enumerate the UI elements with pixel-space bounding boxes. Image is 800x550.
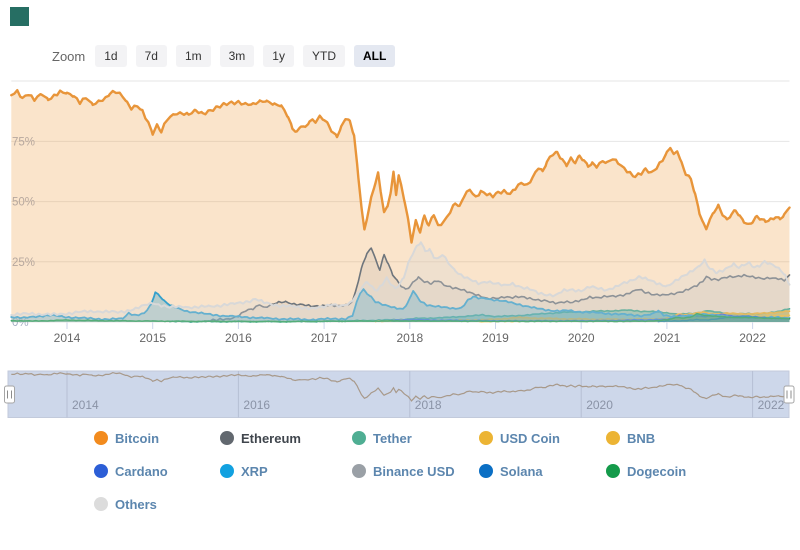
xrp-dot-icon <box>220 464 234 478</box>
legend-item-xrp[interactable]: XRP <box>220 459 352 483</box>
bnb-dot-icon <box>606 431 620 445</box>
y-tick-label: 50% <box>12 197 35 209</box>
range-button-1d[interactable]: 1d <box>95 45 127 67</box>
y-tick-label: 75% <box>12 136 35 148</box>
series-area-xrp <box>11 289 790 322</box>
legend-label: Solana <box>500 463 543 479</box>
binance-usd-dot-icon <box>352 464 366 478</box>
solana-dot-icon <box>479 464 493 478</box>
navigator: 2014 2016 2018 2020 2022 <box>4 370 795 418</box>
legend-row: Cardano XRP Binance USD Solana Dogecoin <box>94 459 754 483</box>
series-line-xrp <box>10 288 791 322</box>
navigator-year-label: 2018 <box>415 398 442 412</box>
x-tick-label: 2016 <box>225 331 252 345</box>
range-button-3m[interactable]: 3m <box>219 45 255 67</box>
zoom-range-toolbar: Zoom 1d 7d 1m 3m 1y YTD ALL <box>52 45 396 67</box>
others-dot-icon <box>94 497 108 511</box>
x-axis: 2014 2015 2016 2017 2018 2019 2020 2021 2022 <box>54 322 766 345</box>
series-area-others <box>11 242 790 322</box>
legend-item-binance-usd[interactable]: Binance USD <box>352 459 479 483</box>
cardano-dot-icon <box>94 464 108 478</box>
y-tick-label: 0% <box>12 317 29 329</box>
x-tick-label: 2021 <box>654 331 681 345</box>
x-tick-label: 2019 <box>482 331 509 345</box>
navigator-handle-right[interactable] <box>783 385 795 404</box>
legend-label: Dogecoin <box>627 463 687 479</box>
legend-label: Ethereum <box>241 430 301 446</box>
x-tick-label: 2015 <box>139 331 166 345</box>
legend-label: Cardano <box>115 463 168 479</box>
legend-label: Others <box>115 496 157 512</box>
series-line-bitcoin <box>10 89 791 244</box>
chart-series <box>10 89 791 323</box>
legend-item-bitcoin[interactable]: Bitcoin <box>94 426 220 450</box>
legend-label: Tether <box>373 430 412 446</box>
range-button-7d[interactable]: 7d <box>135 45 167 67</box>
range-button-1m[interactable]: 1m <box>175 45 211 67</box>
legend-label: Binance USD <box>373 463 455 479</box>
legend-label: USD Coin <box>500 430 560 446</box>
y-tick-label: 25% <box>12 257 35 269</box>
usd-coin-dot-icon <box>479 431 493 445</box>
series-line-dogecoin <box>10 312 791 323</box>
corner-accent <box>10 7 29 26</box>
ethereum-dot-icon <box>220 431 234 445</box>
series-line-others <box>10 241 791 317</box>
range-button-all[interactable]: ALL <box>353 45 396 67</box>
x-tick-label: 2014 <box>54 331 81 345</box>
legend-label: BNB <box>627 430 656 446</box>
legend: Bitcoin Ethereum Tether USD Coin BNB Cardano X… <box>94 426 754 525</box>
series-area-bitcoin <box>11 90 790 322</box>
x-tick-label: 2017 <box>311 331 338 345</box>
legend-item-tether[interactable]: Tether <box>352 426 479 450</box>
legend-row: Bitcoin Ethereum Tether USD Coin BNB <box>94 426 754 450</box>
legend-item-others[interactable]: Others <box>94 492 220 516</box>
plot-area[interactable] <box>10 81 790 322</box>
navigator-series-line <box>11 371 790 402</box>
dogecoin-dot-icon <box>606 464 620 478</box>
zoom-label: Zoom <box>52 48 86 64</box>
legend-row: Others <box>94 492 754 516</box>
legend-item-usd-coin[interactable]: USD Coin <box>479 426 606 450</box>
x-tick-label: 2020 <box>568 331 595 345</box>
legend-label: XRP <box>241 463 268 479</box>
legend-item-dogecoin[interactable]: Dogecoin <box>606 459 736 483</box>
legend-item-solana[interactable]: Solana <box>479 459 606 483</box>
navigator-handle-left-box[interactable] <box>4 385 15 404</box>
series-area-dogecoin <box>11 313 790 322</box>
navigator-handle-left[interactable] <box>4 385 15 404</box>
navigator-year-label: 2016 <box>243 398 270 412</box>
legend-item-bnb[interactable]: BNB <box>606 426 736 450</box>
navigator-year-label: 2014 <box>72 398 99 412</box>
navigator-year-label: 2022 <box>758 398 785 412</box>
legend-item-ethereum[interactable]: Ethereum <box>220 426 352 450</box>
x-tick-label: 2022 <box>739 331 766 345</box>
x-tick-label: 2018 <box>396 331 423 345</box>
tether-dot-icon <box>352 431 366 445</box>
legend-item-cardano[interactable]: Cardano <box>94 459 220 483</box>
bitcoin-dot-icon <box>94 431 108 445</box>
navigator-handle-right-box[interactable] <box>783 385 795 404</box>
navigator-track[interactable] <box>7 370 790 418</box>
navigator-year-label: 2020 <box>586 398 613 412</box>
series-area-bnb <box>375 310 790 322</box>
legend-label: Bitcoin <box>115 430 160 446</box>
range-button-ytd[interactable]: YTD <box>302 45 345 67</box>
range-button-1y[interactable]: 1y <box>263 45 294 67</box>
